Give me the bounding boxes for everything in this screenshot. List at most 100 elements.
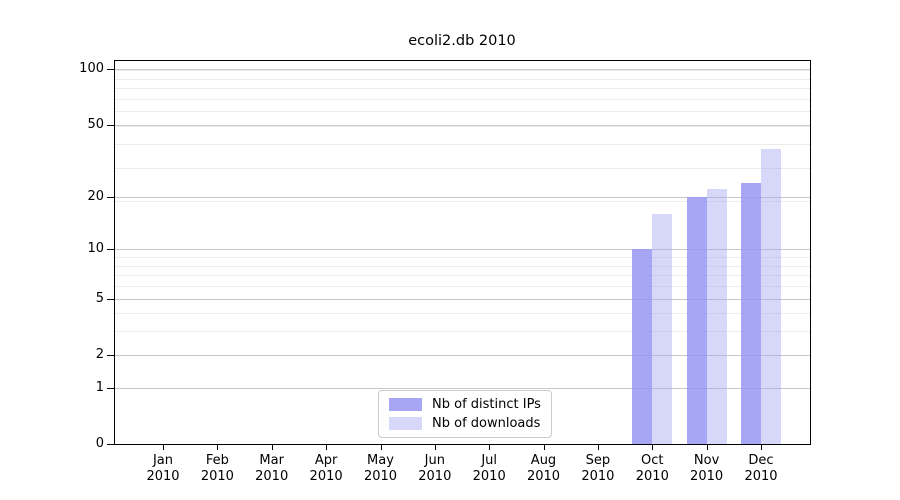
gridline-major: [115, 69, 810, 71]
gridline-minor: [115, 265, 810, 267]
x-tick-month: Mar: [259, 453, 284, 468]
x-tick-mark: [217, 445, 219, 450]
x-tick-mark: [434, 445, 436, 450]
x-tick-mark: [652, 445, 654, 450]
x-tick-mark: [597, 445, 599, 450]
y-tick-mark: [107, 354, 114, 356]
y-tick-label: 20: [87, 188, 104, 204]
gridline-major: [115, 196, 810, 198]
gridline-minor: [115, 78, 810, 80]
gridline-major: [115, 387, 810, 389]
gridline-minor: [115, 167, 810, 169]
x-tick-label: Apr 2010: [291, 453, 361, 484]
x-tick-year: 2010: [200, 468, 234, 484]
x-tick-mark: [163, 445, 164, 450]
bar-downloads-oct: [652, 213, 673, 444]
legend-swatch-downloads: [389, 417, 422, 430]
x-tick-label: Aug 2010: [509, 453, 579, 484]
y-tick-mark: [107, 196, 114, 198]
x-tick-year: 2010: [472, 468, 506, 484]
bar-downloads-dec: [761, 148, 781, 444]
y-tick-label: 50: [87, 116, 104, 132]
gridline-minor: [115, 98, 810, 100]
x-tick-label: Nov 2010: [672, 453, 742, 484]
chart-title: ecoli2.db 2010: [408, 33, 516, 49]
gridline-minor: [115, 275, 810, 277]
legend-label-downloads: Nb of downloads: [432, 416, 541, 431]
legend: Nb of distinct IPs Nb of downloads: [378, 390, 552, 438]
x-tick-month: Dec: [748, 453, 774, 468]
x-tick-label: Jul 2010: [454, 453, 524, 484]
x-tick-mark: [326, 445, 328, 450]
x-tick-year: 2010: [146, 468, 180, 484]
x-tick-month: Feb: [205, 453, 229, 468]
x-tick-mark: [489, 445, 491, 450]
gridline-major: [115, 298, 810, 300]
gridline-minor: [115, 200, 810, 202]
bar-distinct-ips-dec: [741, 182, 761, 444]
x-tick-year: 2010: [363, 468, 398, 484]
y-tick-mark: [107, 249, 114, 251]
x-tick-label: Feb 2010: [182, 453, 252, 484]
x-tick-month: Oct: [641, 453, 664, 468]
x-tick-year: 2010: [255, 468, 289, 484]
x-tick-mark: [706, 445, 708, 450]
x-tick-month: Jun: [424, 453, 445, 468]
y-tick-label: 100: [79, 61, 104, 77]
bar-distinct-ips-oct: [632, 249, 653, 444]
x-tick-mark: [380, 445, 382, 450]
x-tick-mark: [543, 445, 545, 450]
y-tick-mark: [107, 298, 114, 300]
x-tick-label: Dec 2010: [726, 453, 796, 484]
gridline-minor: [115, 126, 810, 128]
bar-distinct-ips-nov: [686, 196, 707, 444]
y-tick-mark: [107, 69, 114, 71]
x-tick-label: May 2010: [346, 453, 416, 484]
y-tick-label: 1: [95, 379, 104, 395]
x-tick-label: Sep 2010: [563, 453, 633, 484]
x-tick-month: Nov: [693, 453, 720, 468]
x-tick-month: Sep: [585, 453, 611, 468]
gridline-minor: [115, 69, 810, 71]
bar-downloads-nov: [706, 189, 727, 444]
y-tick-label: 5: [95, 290, 104, 306]
x-tick-year: 2010: [635, 468, 669, 484]
gridline-major: [115, 354, 810, 356]
gridline-minor: [115, 257, 810, 258]
gridline-minor: [115, 331, 810, 333]
y-tick-label: 0: [95, 436, 104, 451]
legend-item-downloads: Nb of downloads: [389, 416, 541, 431]
gridline-major: [115, 249, 810, 251]
gridline-minor: [115, 88, 810, 90]
x-tick-year: 2010: [581, 468, 615, 484]
x-tick-month: Jul: [481, 453, 498, 468]
y-tick-mark: [107, 124, 114, 126]
x-tick-month: Aug: [530, 453, 557, 468]
gridline-minor: [115, 285, 810, 287]
x-tick-label: Mar 2010: [237, 453, 307, 484]
x-tick-year: 2010: [690, 468, 724, 484]
legend-label-distinct-ips: Nb of distinct IPs: [432, 397, 541, 412]
x-tick-year: 2010: [526, 468, 561, 484]
x-tick-month: Jan: [152, 453, 174, 468]
gridline-minor: [115, 313, 810, 315]
y-tick-label: 2: [95, 346, 104, 362]
x-tick-month: May: [367, 453, 394, 468]
x-tick-label: Oct 2010: [617, 453, 687, 484]
x-tick-label: Jan 2010: [128, 453, 198, 484]
y-tick-mark: [107, 387, 114, 389]
y-tick-mark: [107, 444, 114, 445]
x-tick-year: 2010: [418, 468, 452, 484]
legend-item-distinct-ips: Nb of distinct IPs: [389, 397, 541, 412]
gridline-minor: [115, 111, 810, 113]
x-tick-mark: [761, 445, 762, 450]
gridline-major: [115, 124, 810, 126]
y-tick-label: 10: [87, 241, 104, 257]
x-tick-month: Apr: [314, 453, 338, 468]
gridline-minor: [115, 144, 810, 146]
x-tick-mark: [271, 445, 273, 450]
x-tick-year: 2010: [744, 468, 778, 484]
legend-swatch-distinct-ips: [389, 398, 422, 411]
x-tick-year: 2010: [309, 468, 343, 484]
